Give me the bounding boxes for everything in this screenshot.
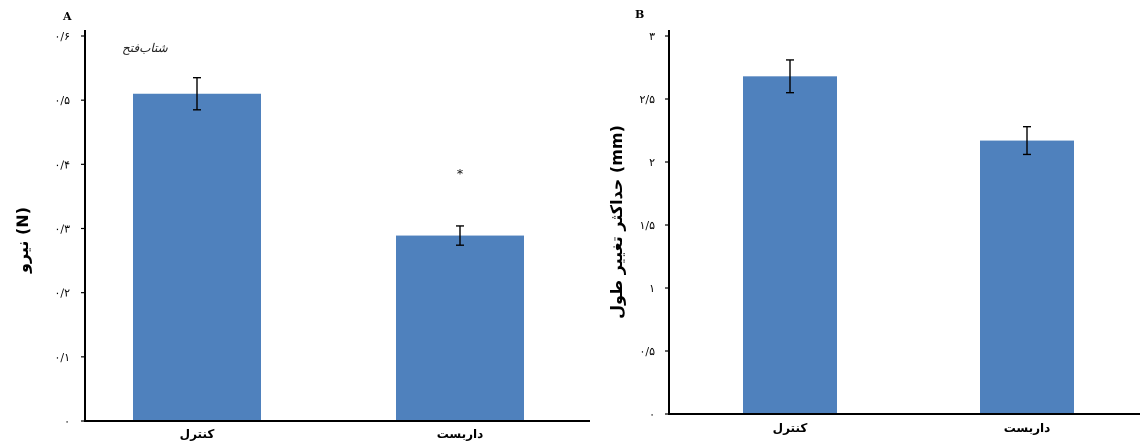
panel-b-y-tick-label: ٠/۵ <box>639 345 655 358</box>
panel-a-letter: A <box>62 10 72 23</box>
panel-b-bar <box>980 140 1074 414</box>
panel-b-y-tick-label: ٢ <box>649 156 655 169</box>
panel-b-bars: کنترل داربست <box>743 59 1074 435</box>
panel-a-bar <box>396 235 524 421</box>
panel-a-bar <box>133 93 261 421</box>
panel-b-y-ticks: ٠ ٠/۵ ١ ١/۵ ٢ ٢/۵ ٣ <box>639 30 669 421</box>
panel-a-error-bar <box>193 77 201 111</box>
panel-a-y-tick-label: ٠ <box>64 415 70 428</box>
panel-b-error-bar <box>1023 126 1031 156</box>
panel-a-category-label: داربست <box>437 427 484 441</box>
panel-b-ylabel: حداکثر تغییر طول (mm) <box>607 125 626 319</box>
panel-a-y-ticks: ٠ ٠/١ ٠/٢ ٠/٣ ٠/۴ ٠/۵ ٠/۶ <box>54 30 85 428</box>
panel-a-y-tick-label: ٠/۶ <box>54 30 70 43</box>
panel-b-bar <box>743 76 837 414</box>
panel-b-y-tick-label: ١/۵ <box>639 219 655 232</box>
panel-b-y-tick-label: ١ <box>649 282 655 295</box>
panel-a-ylabel: نیرو (N) <box>13 207 32 274</box>
panel-b-letter: B <box>635 8 644 21</box>
panel-a-y-tick-label: ٠/۵ <box>54 94 70 107</box>
panel-a-watermark: شتاب‌فتح <box>122 41 169 55</box>
panel-a-y-tick-label: ٠/۴ <box>54 158 70 171</box>
panel-b-category-label: کنترل <box>773 421 808 435</box>
panel-a-y-tick-label: ٠/٢ <box>54 287 70 300</box>
panel-b: B حداکثر تغییر طول (mm) ٠ ٠/۵ ١ ١/۵ ٢ ٢/۵ ٣ کن… <box>607 8 1140 435</box>
panel-b-y-tick-label: ٣ <box>649 30 655 43</box>
panel-a-y-tick-label: ٠/١ <box>54 351 70 364</box>
panel-b-category-label: داربست <box>1004 421 1051 435</box>
panel-a: A نیرو (N) شتاب‌فتح ٠٠/١٠/٢٠/٣٠/۴٠/۵٠/۶ … <box>13 10 590 441</box>
panel-a-category-label: کنترل <box>180 427 215 441</box>
panel-b-y-tick-label: ٠ <box>649 408 655 421</box>
panel-a-significance-mark: * <box>457 167 463 181</box>
panel-b-y-tick-label: ٢/۵ <box>639 93 655 106</box>
panel-a-bars: کنترل داربست * <box>133 77 524 441</box>
panel-a-error-bar <box>456 225 464 246</box>
panel-a-y-tick-label: ٠/٣ <box>54 223 70 236</box>
panel-b-error-bar <box>786 59 794 94</box>
